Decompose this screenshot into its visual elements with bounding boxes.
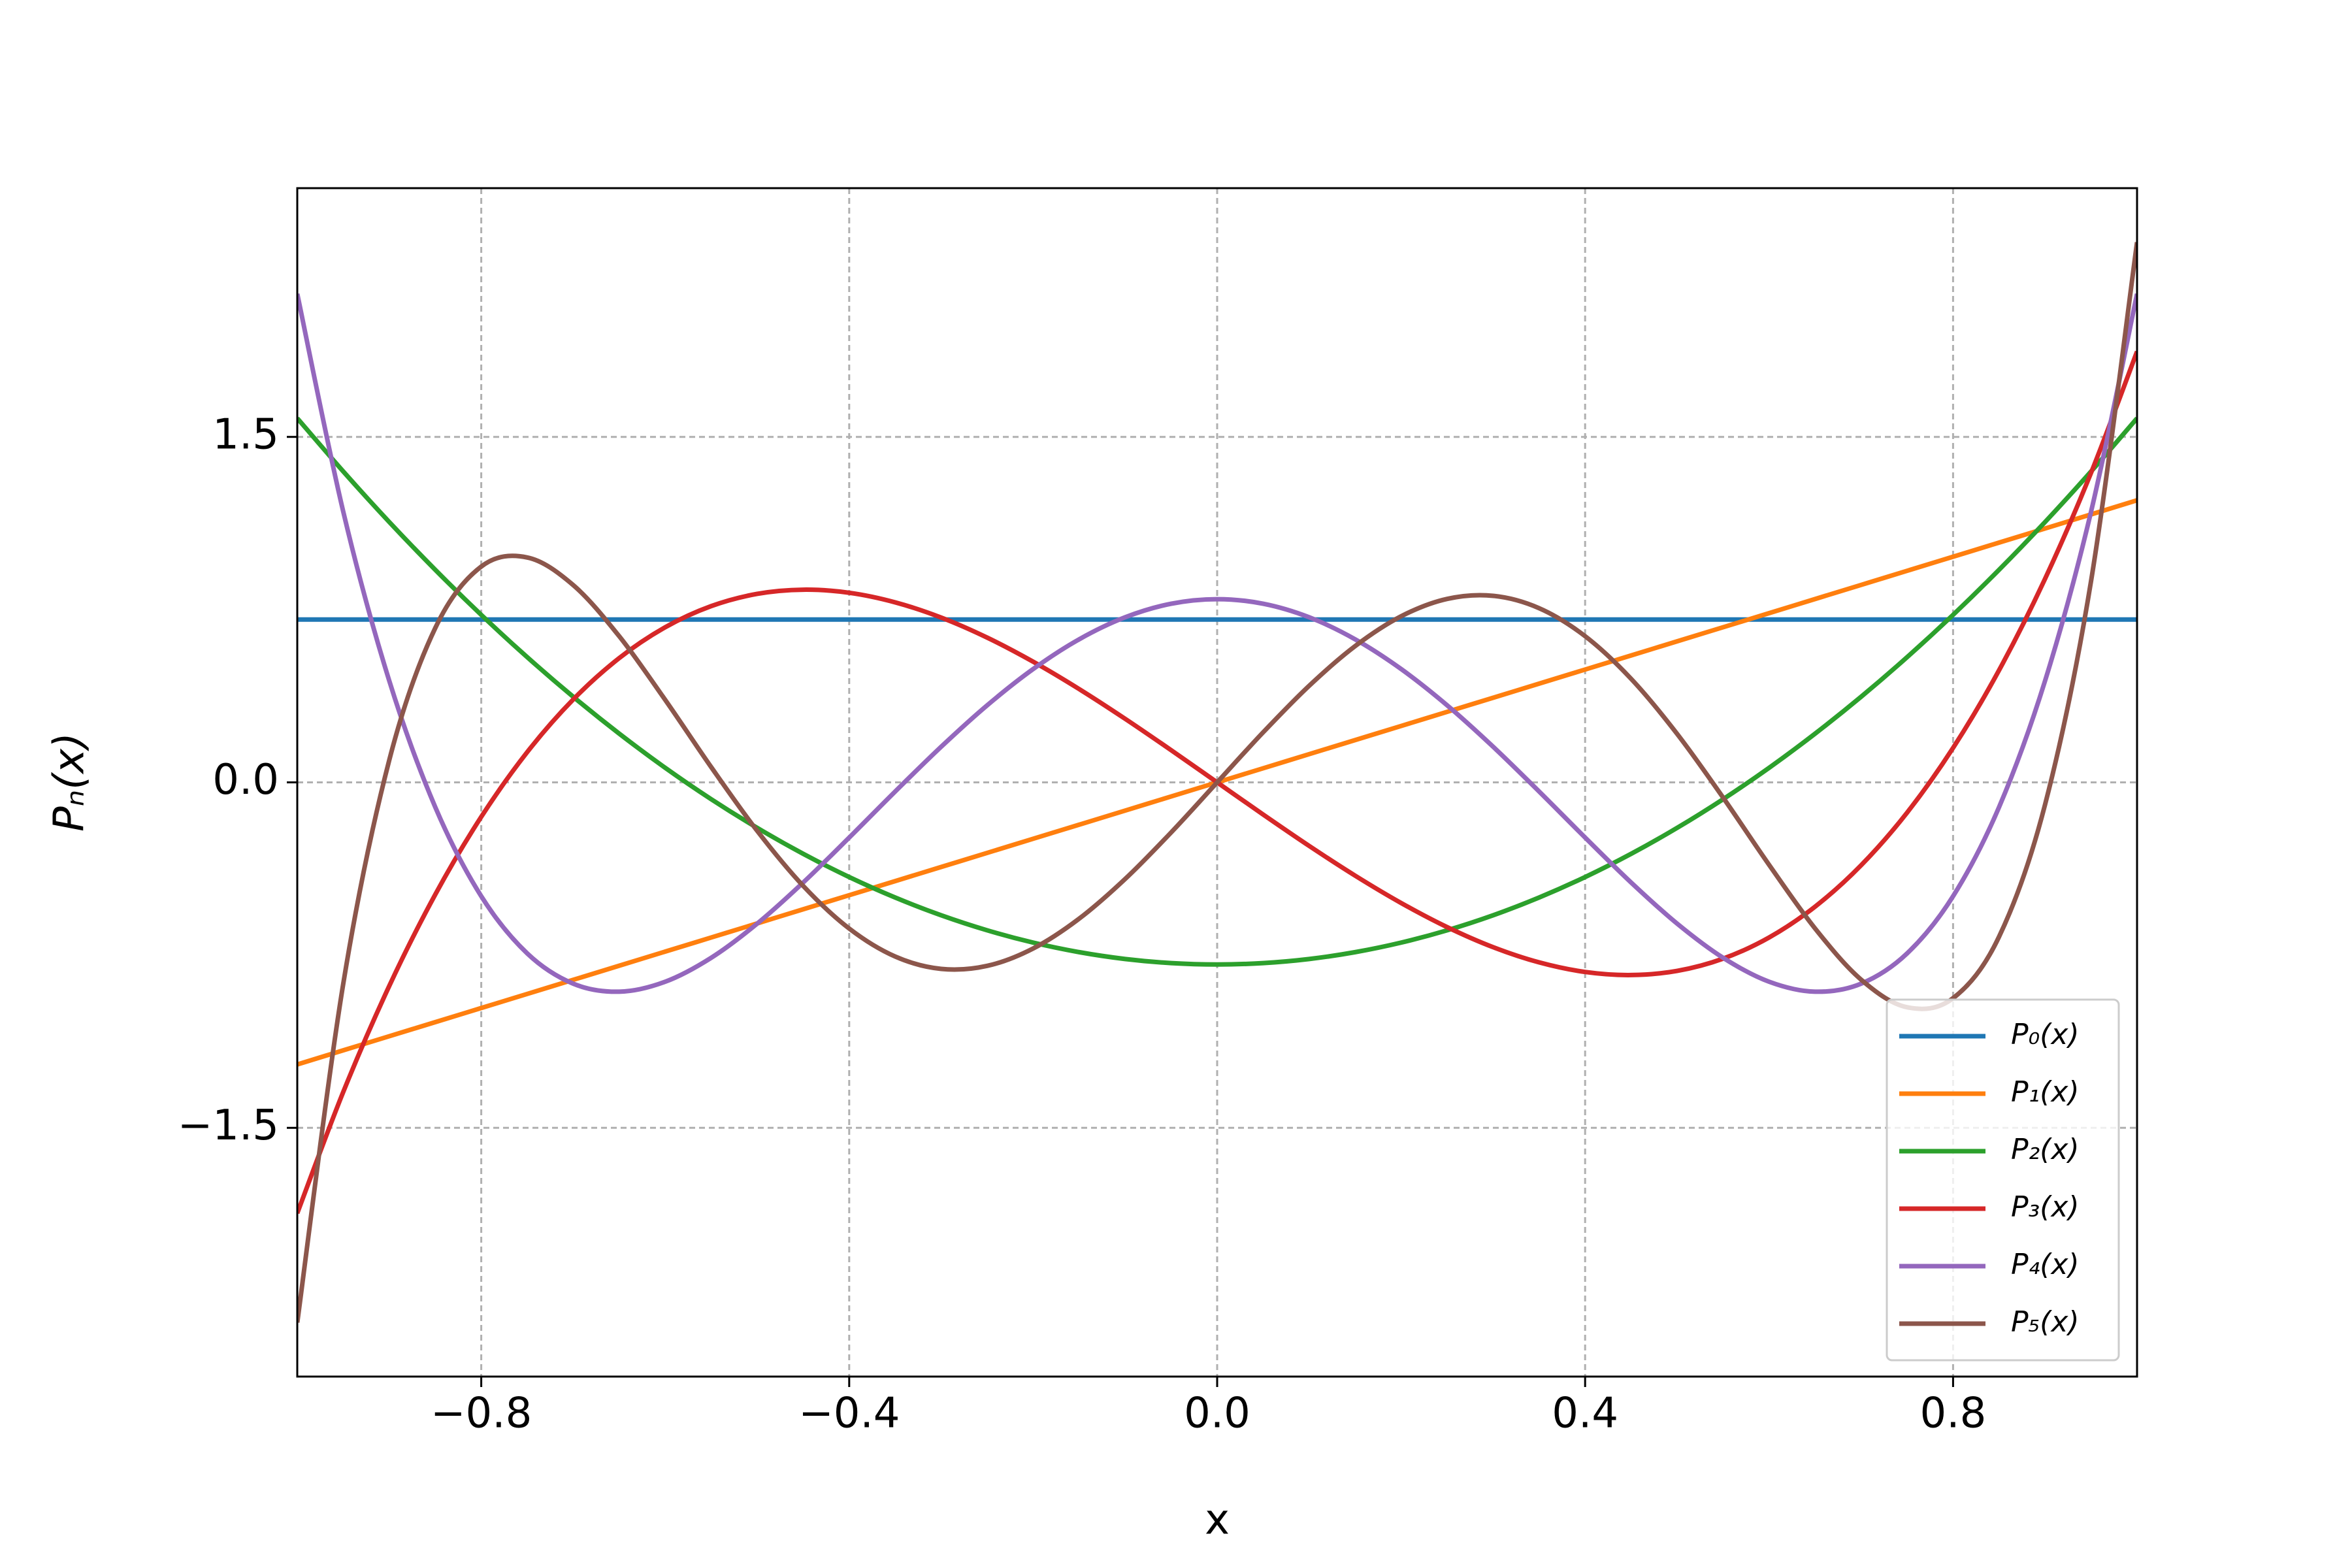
legend-label: P₄(x) <box>2011 1248 2080 1281</box>
series-line <box>297 293 2137 994</box>
legend-label: P₁(x) <box>2011 1075 2080 1109</box>
plot-lines <box>297 242 2137 1323</box>
legend: P₀(x) P₁(x) P₂(x) P₃(x) P₄(x) P₅(x) <box>1886 998 2120 1362</box>
x-tick-label: 0.0 <box>1184 1390 1250 1438</box>
legend-label: P₅(x) <box>2011 1305 2080 1339</box>
legend-label: P₀(x) <box>2011 1018 2080 1051</box>
series-line <box>297 416 2137 967</box>
x-tick-label: −0.4 <box>798 1390 900 1438</box>
legend-label: P₂(x) <box>2011 1133 2080 1166</box>
x-tick-label: 0.8 <box>1920 1390 1987 1438</box>
y-tick-label: 0.0 <box>212 756 279 804</box>
y-tick-label: −1.5 <box>178 1102 279 1150</box>
y-tick-label: 1.5 <box>212 410 279 459</box>
x-axis-label: x <box>1205 1496 1230 1544</box>
ticks: −0.8 −0.4 0.0 0.4 0.8 −1.5 0.0 1.5 <box>178 410 1987 1437</box>
y-axis-label: Pₙ(x) <box>46 732 94 832</box>
x-tick-label: 0.4 <box>1552 1390 1618 1438</box>
legend-box <box>1886 998 2120 1362</box>
x-tick-label: −0.8 <box>431 1390 532 1438</box>
legend-label: P₃(x) <box>2011 1190 2080 1224</box>
